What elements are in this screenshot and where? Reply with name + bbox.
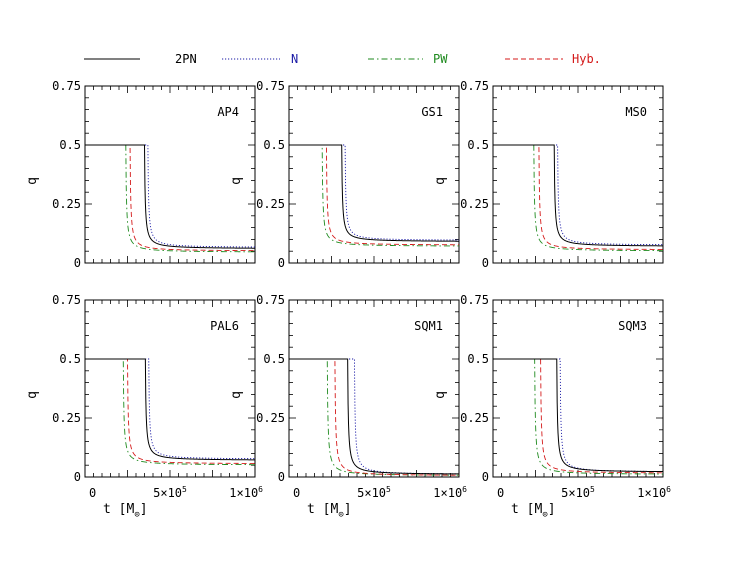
y-axis-label: q — [229, 391, 244, 399]
series-line-2pn — [493, 358, 663, 473]
series-line-hyb — [493, 144, 663, 250]
y-tick-label: 0 — [278, 256, 285, 270]
series-line-2pn — [85, 358, 255, 461]
x-tick-label-0: 0 — [497, 486, 504, 500]
x-tick-label-max: 1×106 — [637, 485, 671, 500]
y-axis-label: q — [433, 391, 448, 399]
y-tick-label: 0.75 — [460, 293, 489, 307]
series-line-2pn — [289, 358, 459, 475]
y-tick-label: 0.25 — [460, 411, 489, 425]
series-line-2pn — [289, 144, 459, 242]
y-tick-label: 0.75 — [52, 293, 81, 307]
panel-c: MS0 0 0.25 0.5 0.75 q — [433, 79, 664, 270]
y-tick-label: 0.25 — [256, 197, 285, 211]
y-tick-label: 0 — [74, 256, 81, 270]
y-tick-label: 0.5 — [59, 138, 81, 152]
legend-label-0: 2PN — [175, 52, 197, 66]
y-tick-label: 0.5 — [467, 352, 489, 366]
y-tick-label: 0.5 — [59, 352, 81, 366]
x-tick-label-mid: 5×105 — [153, 485, 187, 500]
y-tick-label: 0.25 — [460, 197, 489, 211]
y-tick-label: 0.75 — [256, 79, 285, 93]
panel-d: PAL6 0 0.25 0.5 0.75 q 0 5×105 1×106 t [M⊙] — [25, 293, 263, 520]
x-tick-label-mid: 5×105 — [561, 485, 595, 500]
legend-label-3: Hyb. — [572, 52, 601, 66]
panel-title: GS1 — [421, 105, 443, 119]
series-group — [85, 144, 256, 253]
panel-e: SQM1 0 0.25 0.5 0.75 q 0 5×105 1×106 t [M⊙] — [229, 293, 467, 520]
y-tick-label: 0.5 — [467, 138, 489, 152]
panel-f: SQM3 0 0.25 0.5 0.75 q 0 5×105 1×106 t [M⊙] — [433, 293, 671, 520]
panels: AP4 0 0.25 0.5 0.75 q GS1 0 0.25 0.5 0.75 q MS0 0 0.25… — [25, 79, 671, 520]
series-line-n — [85, 144, 255, 248]
series-group — [493, 144, 664, 252]
y-tick-label: 0.25 — [52, 411, 81, 425]
series-line-n — [289, 144, 459, 241]
y-tick-label: 0 — [74, 470, 81, 484]
series-line-n — [493, 358, 664, 472]
series-line-hyb — [289, 144, 459, 246]
series-line-hyb — [85, 358, 255, 464]
y-tick-label: 0.75 — [52, 79, 81, 93]
legend: 2PN N PW Hyb. — [84, 52, 601, 66]
y-tick-label: 0.75 — [460, 79, 489, 93]
panel-title: AP4 — [217, 105, 239, 119]
y-tick-label: 0.25 — [256, 411, 285, 425]
series-line-pw — [493, 358, 663, 475]
panel-title: SQM3 — [618, 319, 647, 333]
y-axis-label: q — [433, 177, 448, 185]
series-line-hyb — [289, 358, 459, 476]
x-axis-label: t [M⊙] — [511, 502, 556, 520]
y-axis-label: q — [25, 177, 40, 185]
y-tick-label: 0 — [482, 470, 489, 484]
x-tick-label-max: 1×106 — [433, 485, 467, 500]
y-tick-label: 0 — [482, 256, 489, 270]
series-line-pw — [493, 144, 663, 252]
y-axis-label: q — [229, 177, 244, 185]
x-tick-label-max: 1×106 — [229, 485, 263, 500]
series-group — [85, 358, 255, 466]
series-group — [289, 358, 459, 476]
y-tick-label: 0.5 — [263, 138, 285, 152]
x-tick-label-0: 0 — [89, 486, 96, 500]
series-line-n — [289, 358, 459, 475]
series-line-2pn — [493, 144, 663, 247]
panel-title: PAL6 — [210, 319, 239, 333]
series-line-hyb — [85, 144, 256, 252]
y-tick-label: 0.5 — [263, 352, 285, 366]
series-line-pw — [85, 358, 255, 466]
x-axis-label: t [M⊙] — [307, 502, 352, 520]
panel-a: AP4 0 0.25 0.5 0.75 q — [25, 79, 256, 270]
y-tick-label: 0.75 — [256, 293, 285, 307]
legend-label-1: N — [291, 52, 298, 66]
series-line-pw — [85, 144, 255, 253]
series-line-n — [85, 358, 255, 460]
series-line-pw — [289, 144, 459, 247]
y-axis-label: q — [25, 391, 40, 399]
x-tick-label-0: 0 — [293, 486, 300, 500]
y-tick-label: 0 — [278, 470, 285, 484]
series-group — [493, 358, 664, 475]
panel-b: GS1 0 0.25 0.5 0.75 q — [229, 79, 460, 270]
x-tick-label-mid: 5×105 — [357, 485, 391, 500]
y-tick-label: 0.25 — [52, 197, 81, 211]
panel-title: MS0 — [625, 105, 647, 119]
series-line-n — [493, 144, 664, 246]
panel-title: SQM1 — [414, 319, 443, 333]
x-axis-label: t [M⊙] — [103, 502, 148, 520]
series-line-hyb — [493, 358, 663, 474]
series-group — [289, 144, 459, 247]
legend-label-2: PW — [433, 52, 448, 66]
series-line-pw — [289, 358, 459, 476]
series-line-2pn — [85, 144, 255, 249]
